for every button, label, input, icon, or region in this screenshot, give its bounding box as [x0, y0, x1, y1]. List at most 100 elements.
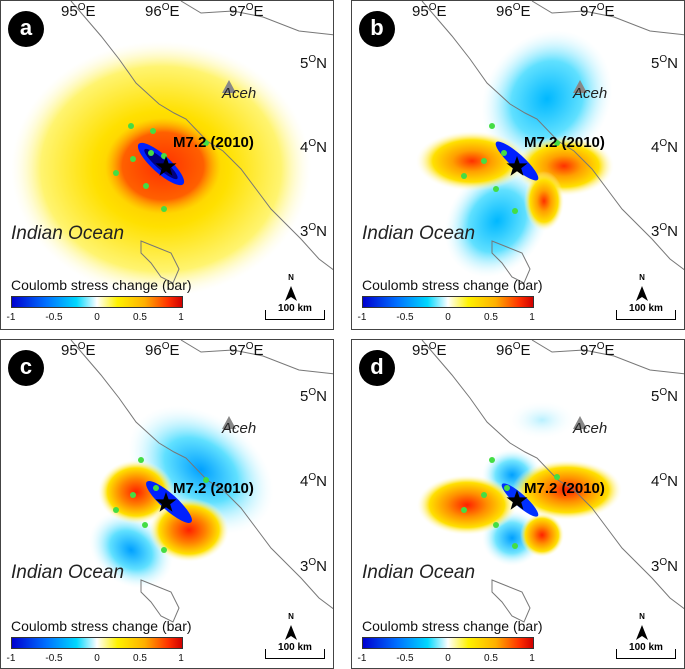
island: [140, 579, 180, 623]
panel-label: c: [8, 350, 44, 386]
lon-label-96: 96OE: [496, 2, 531, 20]
aftershock: [148, 150, 154, 156]
colorbar-tick: 1: [529, 653, 535, 664]
lat-label-4: 4ON: [300, 138, 327, 156]
coastline-north: [180, 1, 333, 36]
lon-label-95: 95OE: [61, 341, 96, 359]
colorbar-tick: 0.5: [484, 312, 498, 323]
aftershock: [461, 173, 467, 179]
lon-label-97: 97OE: [229, 341, 264, 359]
lon-label-95: 95OE: [412, 2, 447, 20]
place-label: Aceh: [222, 420, 257, 437]
aftershock: [493, 186, 499, 192]
aftershock: [161, 206, 167, 212]
north-arrow-icon: [285, 625, 297, 640]
island: [491, 240, 531, 284]
panel-b: b 95OE 96OE 97OE 5ON 4ON 3ON Indian Ocea…: [351, 0, 685, 330]
aftershock: [128, 123, 134, 129]
ocean-label: Indian Ocean: [11, 562, 125, 583]
positive-lobe-southeast: [524, 171, 564, 231]
colorbar-tick: -0.5: [45, 653, 63, 664]
map-canvas-b: [416, 1, 684, 301]
aftershock: [512, 208, 518, 214]
lat-label-5: 5ON: [651, 387, 678, 405]
colorbar-tick: -1: [357, 312, 367, 323]
earthquake-label: M7.2 (2010): [173, 134, 254, 151]
aftershock: [504, 485, 510, 491]
aftershock: [554, 474, 560, 480]
colorbar-title: Coulomb stress change (bar): [362, 277, 543, 293]
island: [140, 240, 180, 284]
lon-label-97: 97OE: [580, 341, 615, 359]
colorbar-tick: 0.5: [484, 653, 498, 664]
colorbar-tick: 1: [178, 653, 184, 664]
scale-bar: 100 km: [614, 640, 678, 660]
colorbar: [11, 296, 183, 308]
north-arrow: N: [632, 273, 652, 307]
place-label: Aceh: [573, 85, 608, 102]
colorbar-title: Coulomb stress change (bar): [11, 277, 192, 293]
negative-lobe-faint: [507, 400, 577, 440]
scale-bar: 100 km: [263, 640, 327, 660]
scale-bar: 100 km: [263, 301, 327, 321]
colorbar-tick: 0.5: [133, 653, 147, 664]
aftershock: [113, 170, 119, 176]
aftershock: [143, 183, 149, 189]
island: [491, 579, 531, 623]
lat-label-4: 4ON: [300, 472, 327, 490]
coastline-north: [180, 340, 333, 375]
lon-label-96: 96OE: [145, 341, 180, 359]
lon-label-95: 95OE: [412, 341, 447, 359]
aftershock: [161, 547, 167, 553]
negative-lobe-north: [481, 30, 613, 168]
north-arrow: N: [632, 612, 652, 646]
epicenter-star-icon: [155, 492, 177, 512]
aftershock: [554, 140, 560, 146]
positive-lobe-east: [512, 460, 622, 520]
colorbar-tick: 0.5: [133, 312, 147, 323]
colorbar: [362, 296, 534, 308]
colorbar-tick: 1: [178, 312, 184, 323]
colorbar-tick: 0: [445, 653, 451, 664]
aftershock: [138, 457, 144, 463]
colorbar: [11, 637, 183, 649]
earthquake-label: M7.2 (2010): [524, 480, 605, 497]
volcano-icon: [222, 80, 236, 93]
lat-label-3: 3ON: [300, 222, 327, 240]
aftershock: [501, 150, 507, 156]
aftershock: [153, 485, 159, 491]
north-arrow: N: [281, 612, 301, 646]
aftershock: [481, 158, 487, 164]
colorbar-tick: -1: [6, 653, 16, 664]
aftershock: [481, 492, 487, 498]
panel-c: c 95OE 96OE 97OE 5ON 4ON 3ON Indian Ocea…: [0, 339, 334, 669]
aftershock: [489, 457, 495, 463]
volcano-icon: [222, 416, 236, 429]
scale-bar: 100 km: [614, 301, 678, 321]
map-canvas-a: [11, 1, 333, 301]
earthquake-label: M7.2 (2010): [173, 480, 254, 497]
place-label: Aceh: [573, 420, 608, 437]
epicenter-star-icon: [506, 156, 528, 176]
north-label: N: [288, 273, 294, 282]
north-arrow-icon: [636, 286, 648, 301]
scale-bar-line: [265, 310, 325, 320]
colorbar-title: Coulomb stress change (bar): [11, 618, 192, 634]
positive-lobe-southeast: [149, 498, 229, 562]
volcano-icon: [573, 80, 587, 93]
coastline: [70, 1, 333, 271]
coastline-north: [531, 340, 684, 375]
lat-label-3: 3ON: [651, 222, 678, 240]
aftershock: [150, 128, 156, 134]
aftershock: [203, 140, 209, 146]
aftershock: [512, 543, 518, 549]
lon-label-95: 95OE: [61, 2, 96, 20]
colorbar-tick: 0: [94, 653, 100, 664]
panel-d: d 95OE 96OE 97OE 5ON 4ON 3ON Indian Ocea…: [351, 339, 685, 669]
north-arrow-icon: [285, 286, 297, 301]
scale-bar-line: [616, 649, 676, 659]
lon-label-96: 96OE: [145, 2, 180, 20]
lat-label-3: 3ON: [651, 557, 678, 575]
positive-lobe-southeast: [520, 513, 564, 557]
map-canvas-c: [70, 340, 333, 640]
